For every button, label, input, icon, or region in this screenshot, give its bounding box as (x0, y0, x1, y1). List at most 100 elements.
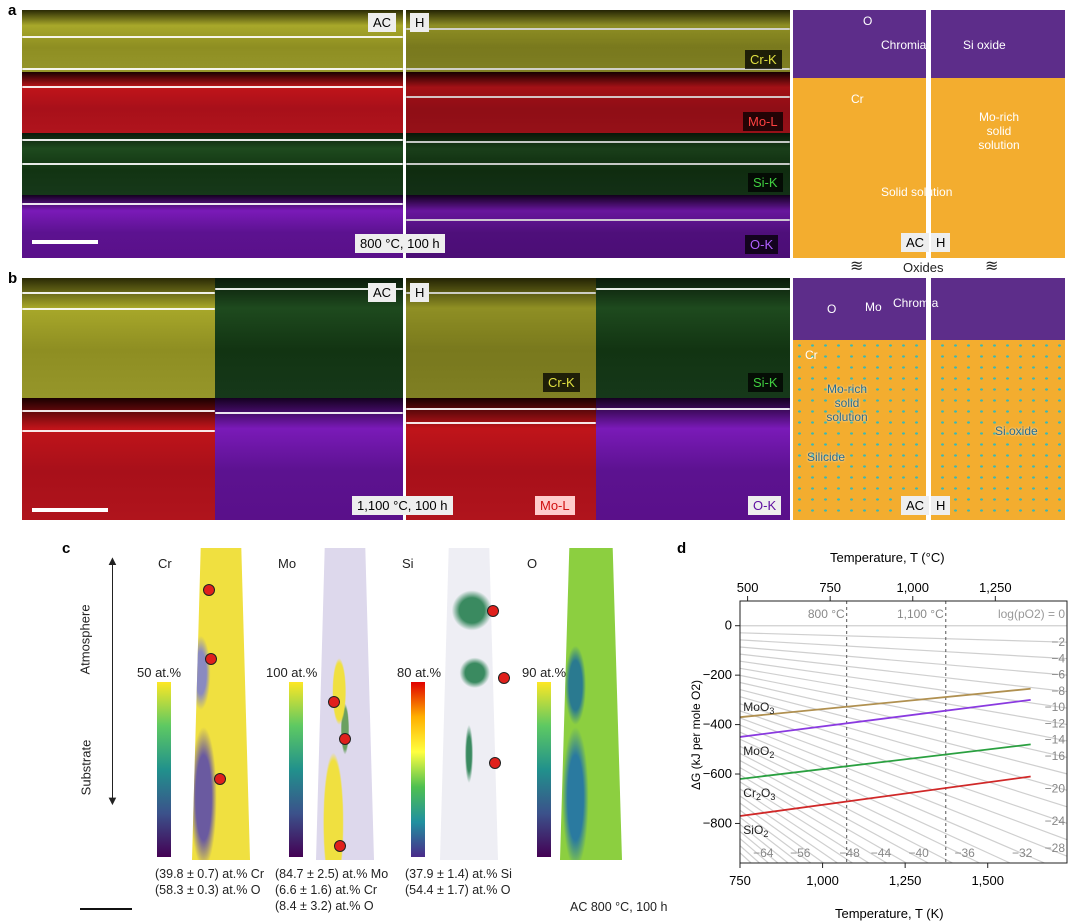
analysis-point (328, 696, 340, 708)
atmosphere-label: Atmosphere (77, 604, 93, 675)
x2-tick-label: 500 (737, 580, 759, 595)
x-tick-label: 750 (729, 873, 751, 888)
po2-isobar (739, 710, 1068, 824)
series-line-MoO3 (739, 687, 1031, 719)
po2-isobar (739, 852, 752, 864)
x-tick-label: 1,250 (889, 873, 922, 888)
po2-isobar (739, 752, 953, 864)
break-icon: ≋ (985, 258, 999, 275)
po2-isobar (739, 738, 1011, 864)
y-tick-label: 0 (725, 618, 732, 633)
po2-isobar (739, 838, 769, 864)
po2-isobar (739, 745, 980, 864)
mo-map-h (406, 72, 790, 133)
plot-frame (739, 600, 1068, 864)
po2-isobar (739, 831, 779, 864)
po2-isobar (739, 809, 812, 864)
colorbar-mo (289, 682, 303, 857)
po2-isobar (739, 632, 1068, 643)
o-label: O (827, 302, 837, 316)
colorbar-cr (157, 682, 171, 857)
po2-label: −10 (1045, 700, 1066, 714)
cr-map-ac (22, 278, 215, 398)
scale-max-mo: 100 at.% (266, 665, 318, 680)
si-oxide-label: Si oxide (995, 424, 1038, 438)
composition-cr: (39.8 ± 0.7) at.% Cr (58.3 ± 0.3) at.% O (155, 867, 264, 897)
po2-label: −40 (908, 846, 929, 860)
x-tick-label: 1,000 (806, 873, 839, 888)
condition-label: 800 °C, 100 h (355, 234, 445, 253)
po2-isobar (739, 774, 888, 864)
mo-rich-label: Mo-rich solid solution (978, 110, 1020, 152)
po2-label: −64 (753, 846, 774, 860)
po2-label: −32 (1012, 846, 1033, 860)
temperature-marker-label: 1,100 °C (897, 607, 944, 621)
po2-label: −48 (839, 846, 860, 860)
po2-isobar (739, 696, 1068, 791)
colorbar-si (411, 682, 425, 857)
x-axis-title: Temperature, T (K) (835, 906, 944, 921)
po2-isobar (739, 689, 1068, 775)
element-label-si: Si (402, 556, 414, 571)
scale-max-o: 90 at.% (522, 665, 567, 680)
colorbar-o (537, 682, 551, 857)
po2-label: −20 (1045, 781, 1066, 795)
series-line-SiO2 (739, 775, 1031, 817)
mo-rich-label: Mo-rich solid solution (826, 382, 868, 424)
po2-isobar (739, 646, 1068, 676)
panel-a-label: a (8, 2, 17, 19)
cr-map-ac (22, 10, 403, 72)
cr-map-h (406, 10, 790, 72)
h-tag: H (410, 13, 430, 32)
condition-label: AC 800 °C, 100 h (570, 900, 668, 914)
series-label-MoO3: MoO3 (743, 700, 774, 716)
h-tag: H (410, 283, 430, 302)
series-label-MoO2: MoO2 (743, 744, 774, 760)
analysis-point (489, 757, 501, 769)
po2-label: −12 (1045, 716, 1066, 730)
series-label-SiO2: SiO2 (743, 823, 768, 839)
po2-header: log(pO2) = 0 (998, 607, 1065, 621)
arrow-up-icon: ▲ (106, 553, 119, 568)
y-axis-title: ΔG (kJ per mole O2) (689, 680, 703, 790)
apt-tip-cr (192, 548, 250, 860)
apt-tip-si (440, 548, 498, 860)
mo-l-label: Mo-L (743, 112, 783, 131)
mo-l-label: Mo-L (535, 496, 575, 515)
o-map-h (406, 195, 790, 258)
o-map-ac (22, 195, 403, 258)
condition-label: 1,100 °C, 100 h (352, 496, 453, 515)
po2-isobar (739, 667, 1068, 726)
o-k-label: O-K (748, 496, 782, 515)
ac-tag: AC (368, 283, 397, 302)
scale-max-si: 80 at.% (397, 665, 442, 680)
po2-isobar (739, 653, 1068, 693)
element-label-o: O (527, 556, 538, 571)
si-k-label: Si-K (748, 373, 783, 392)
silicide-label: Silicide (807, 450, 846, 464)
po2-label: −8 (1051, 684, 1065, 698)
x2-tick-label: 750 (819, 580, 841, 595)
arrow-down-icon: ▼ (106, 793, 119, 808)
si-k-label: Si-K (748, 173, 783, 192)
ac-label: AC (901, 496, 930, 515)
series-label-Cr2O3: Cr2O3 (743, 786, 775, 802)
po2-isobar (739, 788, 853, 864)
y-tick-label: −200 (703, 667, 732, 682)
po2-isobar (739, 674, 1068, 742)
po2-label: −14 (1045, 733, 1066, 747)
si-map-ac (22, 133, 403, 195)
analysis-point (214, 773, 226, 785)
analysis-point (487, 605, 499, 617)
po2-isobar (739, 681, 1068, 759)
schematic-b: Mo Chromia O Cr Mo-rich solid solution S… (793, 278, 1065, 520)
ellingham-chart: −2 −4 −6 −8 −10 −12 −14 −16 −20 −24 −28 −64 −56 −48 −4… (689, 550, 1068, 921)
y-tick-label: −800 (703, 815, 732, 830)
composition-mo: (84.7 ± 2.5) at.% Mo (6.6 ± 1.6) at.% Cr(… (275, 867, 389, 913)
cr-label: Cr (851, 92, 864, 106)
depth-arrow (112, 562, 113, 798)
po2-isobar (739, 802, 824, 864)
po2-label: −28 (1045, 841, 1066, 855)
solid-solution-label: Solid solution (881, 185, 953, 199)
